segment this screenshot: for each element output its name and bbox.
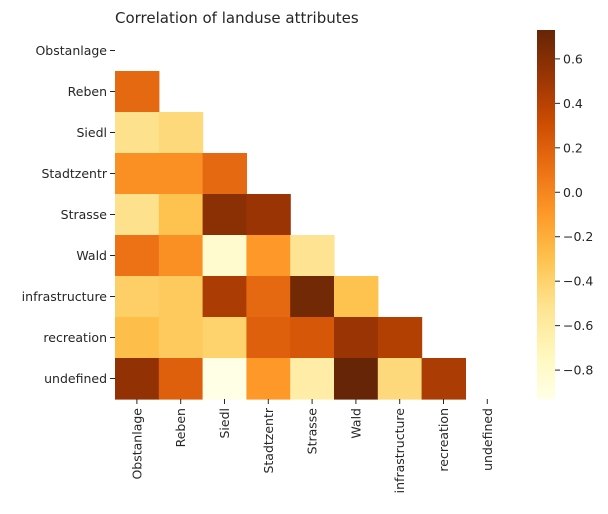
y-axis: Obstanlage Reben Siedl Stadtzentr Strasse Wal… <box>22 43 115 386</box>
x-tick-label: recreation <box>436 408 451 472</box>
heatmap-cell-Wald-Strasse <box>290 235 335 277</box>
chart-title: Correlation of landuse attributes <box>115 9 359 27</box>
colorbar-tick-label: −0.2 <box>563 229 593 244</box>
heatmap-cell-Strasse-Siedl <box>202 194 247 236</box>
y-tick-label: infrastructure <box>22 289 108 304</box>
heatmap-cell-undefined-Wald <box>334 358 379 400</box>
colorbar-tick-label: −0.4 <box>563 274 593 289</box>
heatmap-cell-Reben-Obstanlage <box>115 71 160 113</box>
heatmap-cell-infrastructure-Obstanlage <box>115 276 160 318</box>
x-tick-label: Stadtzentr <box>261 407 276 473</box>
x-tick-label: Obstanlage <box>129 408 144 480</box>
colorbar-ticks: −0.8 −0.6 −0.4 −0.2 0.0 0.2 0.4 0.6 <box>555 51 593 378</box>
heatmap-cell-undefined-Strasse <box>290 358 335 400</box>
heatmap-cell-Wald-Obstanlage <box>115 235 160 277</box>
heatmap-cell-Siedl-Obstanlage <box>115 112 160 154</box>
heatmap-cell-Stadtzentr-Reben <box>158 153 204 195</box>
heatmap-cell-recreation-Reben <box>158 317 204 359</box>
heatmap-cell-undefined-recreation <box>421 358 466 400</box>
x-tick-label: Strasse <box>305 408 320 455</box>
colorbar-tick-label: 0.2 <box>563 140 583 155</box>
y-tick-label: Wald <box>76 248 107 263</box>
colorbar-tick-label: 0.4 <box>563 96 583 111</box>
heatmap-cell-undefined-Reben <box>158 358 204 400</box>
heatmap-cell-infrastructure-Reben <box>158 276 204 318</box>
heatmap-cell-undefined-Stadtzentr <box>246 358 291 400</box>
colorbar-tick-label: 0.0 <box>563 185 583 200</box>
y-tick-label: Stadtzentr <box>41 166 107 181</box>
colorbar <box>537 30 555 399</box>
heatmap-cell-Strasse-Obstanlage <box>115 194 160 236</box>
x-tick-label: Reben <box>173 408 188 447</box>
x-tick-label: Wald <box>348 408 363 439</box>
colorbar-tick-label: 0.6 <box>563 51 583 66</box>
heatmap-cell-recreation-Siedl <box>202 317 247 359</box>
heatmap-cell-Wald-Reben <box>158 235 204 277</box>
heatmap-cell-Stadtzentr-Obstanlage <box>115 153 160 195</box>
y-tick-label: undefined <box>44 371 107 386</box>
heatmap-cell-recreation-Wald <box>334 317 379 359</box>
heatmap-cell-Siedl-Reben <box>158 112 204 154</box>
x-tick-label: Siedl <box>217 408 232 439</box>
heatmap-cell-Wald-Stadtzentr <box>246 235 291 277</box>
heatmap-cell-recreation-Stadtzentr <box>246 317 291 359</box>
y-tick-label: Reben <box>68 84 107 99</box>
heatmap-cell-recreation-Strasse <box>290 317 335 359</box>
heatmap-cell-undefined-Obstanlage <box>115 358 160 400</box>
y-tick-label: Obstanlage <box>35 43 107 58</box>
x-tick-label: infrastructure <box>392 408 407 494</box>
heatmap-cell-undefined-infrastructure <box>377 358 423 400</box>
colorbar-tick-label: −0.6 <box>563 318 593 333</box>
y-tick-label: Strasse <box>61 207 108 222</box>
heatmap-cell-undefined-Siedl <box>202 358 247 400</box>
heatmap-cell-recreation-infrastructure <box>377 317 423 359</box>
heatmap-cell-Stadtzentr-Siedl <box>202 153 247 195</box>
y-tick-label: Siedl <box>76 125 107 140</box>
heatmap-cell-Strasse-Stadtzentr <box>246 194 291 236</box>
x-tick-label: undefined <box>480 408 495 471</box>
x-axis: Obstanlage Reben Siedl Stadtzentr Strasse Wal… <box>129 399 495 494</box>
heatmap-cell-infrastructure-Stadtzentr <box>246 276 291 318</box>
heatmap-cell-recreation-Obstanlage <box>115 317 160 359</box>
heatmap-cell-infrastructure-Wald <box>334 276 379 318</box>
heatmap-cell-infrastructure-Strasse <box>290 276 335 318</box>
colorbar-tick-label: −0.8 <box>563 363 593 378</box>
heatmap-cell-Wald-Siedl <box>202 235 247 277</box>
heatmap-cells <box>115 71 466 400</box>
heatmap-cell-Strasse-Reben <box>158 194 204 236</box>
heatmap-cell-infrastructure-Siedl <box>202 276 247 318</box>
y-tick-label: recreation <box>43 330 107 345</box>
